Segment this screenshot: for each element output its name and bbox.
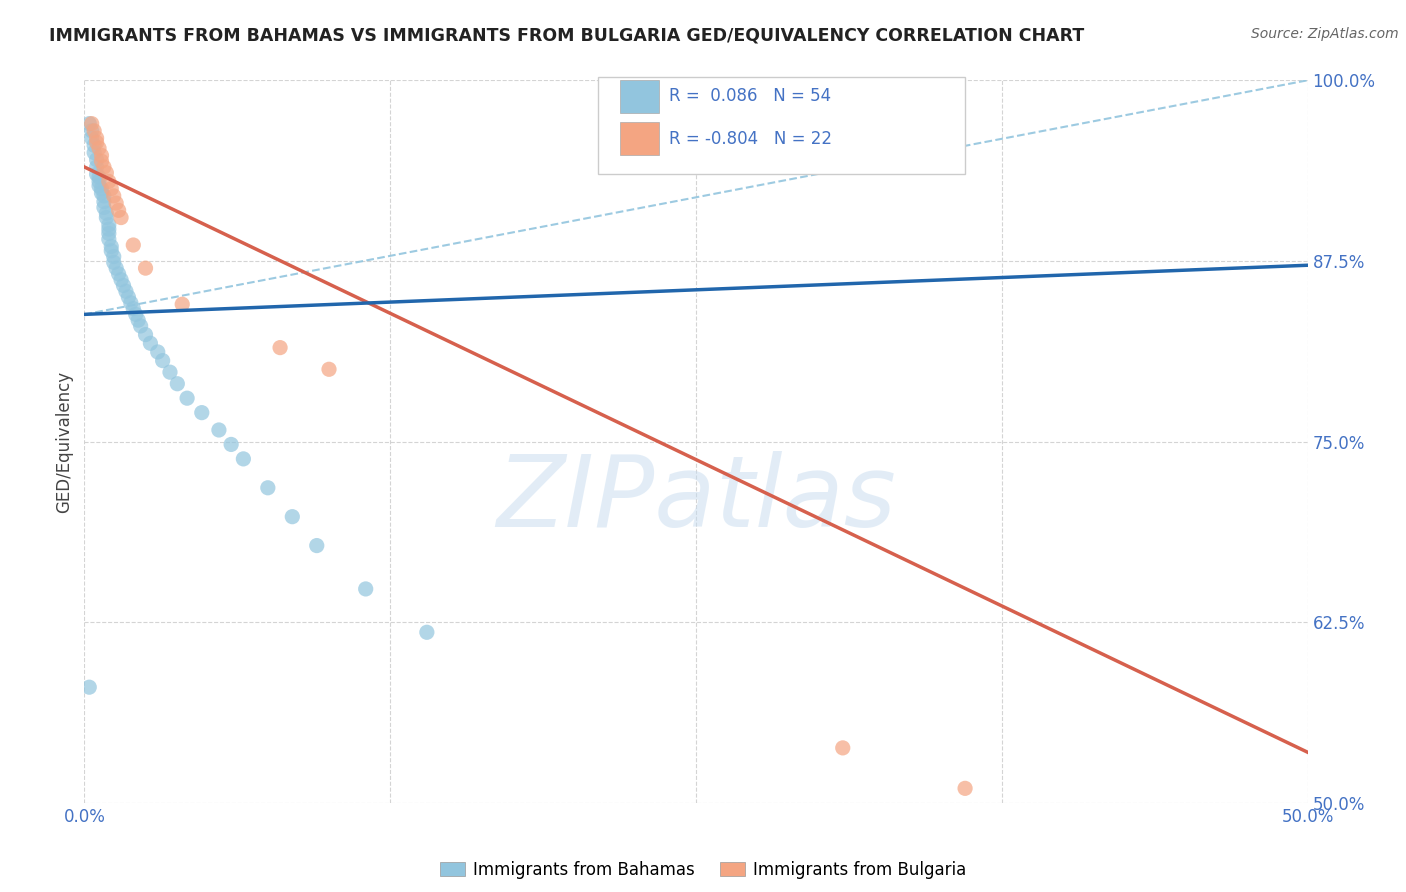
Point xyxy=(97,222,120,236)
Point xyxy=(115,285,138,299)
Legend: Immigrants from Bahamas, Immigrants from Bulgaria: Immigrants from Bahamas, Immigrants from… xyxy=(434,855,972,884)
Point xyxy=(83,145,105,160)
Point xyxy=(87,141,110,155)
Point xyxy=(107,203,129,218)
Point xyxy=(97,232,120,246)
Point xyxy=(172,297,194,311)
Point xyxy=(135,261,157,276)
Point xyxy=(191,406,214,420)
Text: IMMIGRANTS FROM BAHAMAS VS IMMIGRANTS FROM BULGARIA GED/EQUIVALENCY CORRELATION : IMMIGRANTS FROM BAHAMAS VS IMMIGRANTS FR… xyxy=(49,27,1084,45)
Point xyxy=(122,238,145,252)
Point xyxy=(176,391,198,405)
Point xyxy=(416,625,439,640)
Point xyxy=(96,211,118,225)
Point xyxy=(105,196,128,211)
Point xyxy=(953,781,976,796)
Point xyxy=(86,153,108,167)
Point xyxy=(93,194,115,209)
Point xyxy=(97,174,120,188)
Point xyxy=(86,167,108,181)
Point xyxy=(166,376,188,391)
Point xyxy=(96,206,118,220)
Point xyxy=(129,318,152,333)
Point xyxy=(93,160,115,174)
Point xyxy=(97,227,120,241)
Point xyxy=(146,345,169,359)
Point xyxy=(83,138,105,153)
Point xyxy=(257,481,280,495)
Point xyxy=(152,353,174,368)
Point xyxy=(77,680,100,694)
Point xyxy=(86,160,108,174)
Point xyxy=(90,154,112,169)
Point xyxy=(86,131,108,145)
Point xyxy=(318,362,340,376)
Point xyxy=(139,336,162,351)
Point xyxy=(77,117,100,131)
Point xyxy=(281,509,304,524)
Point xyxy=(120,295,142,310)
Point xyxy=(159,365,181,379)
Point xyxy=(90,148,112,162)
Point xyxy=(100,244,122,258)
Point xyxy=(93,201,115,215)
Point xyxy=(87,170,110,185)
Point xyxy=(96,166,118,180)
Point xyxy=(112,278,135,293)
FancyBboxPatch shape xyxy=(598,77,965,174)
Point xyxy=(269,341,291,355)
Point xyxy=(232,451,254,466)
Point xyxy=(127,313,149,327)
Point xyxy=(80,131,103,145)
Point xyxy=(87,174,110,188)
Text: R =  0.086   N = 54: R = 0.086 N = 54 xyxy=(669,87,831,105)
Point xyxy=(87,178,110,193)
Point xyxy=(86,136,108,150)
Point xyxy=(219,437,242,451)
FancyBboxPatch shape xyxy=(620,122,659,155)
Point xyxy=(110,273,132,287)
Point xyxy=(831,740,853,755)
Text: Source: ZipAtlas.com: Source: ZipAtlas.com xyxy=(1251,27,1399,41)
Y-axis label: GED/Equivalency: GED/Equivalency xyxy=(55,370,73,513)
Text: ZIPatlas: ZIPatlas xyxy=(496,450,896,548)
Point xyxy=(110,211,132,225)
Point xyxy=(105,261,128,276)
Point xyxy=(107,267,129,281)
Text: R = -0.804   N = 22: R = -0.804 N = 22 xyxy=(669,130,832,148)
Point xyxy=(122,301,145,316)
Point xyxy=(103,255,125,269)
Point xyxy=(90,186,112,200)
Point xyxy=(125,307,148,321)
Point xyxy=(103,189,125,203)
FancyBboxPatch shape xyxy=(620,79,659,112)
Point xyxy=(90,181,112,195)
Point xyxy=(305,539,328,553)
Point xyxy=(135,327,157,342)
Point xyxy=(100,239,122,253)
Point xyxy=(93,189,115,203)
Point xyxy=(97,218,120,232)
Point xyxy=(80,117,103,131)
Point xyxy=(117,290,139,304)
Point xyxy=(208,423,231,437)
Point xyxy=(100,181,122,195)
Point xyxy=(83,124,105,138)
Point xyxy=(80,124,103,138)
Point xyxy=(354,582,377,596)
Point xyxy=(103,250,125,264)
